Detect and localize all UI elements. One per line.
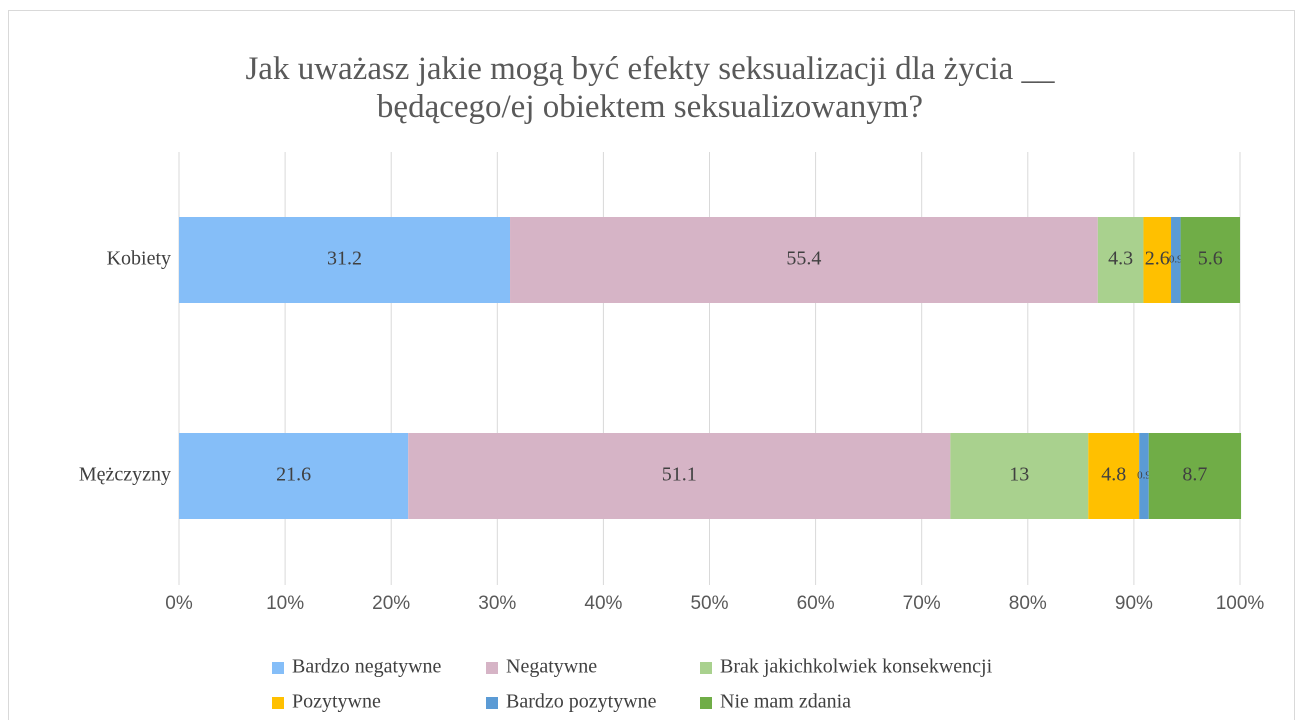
x-tick-label: 100% — [1216, 593, 1265, 614]
bar-segment — [510, 217, 1098, 303]
bar-segment — [408, 433, 951, 519]
x-tick-label: 30% — [478, 593, 516, 614]
y-tick-label: Mężczyzny — [79, 464, 171, 486]
legend-label: Pozytywne — [292, 691, 381, 713]
bar-segment — [1139, 433, 1149, 519]
bar-segment — [1148, 433, 1242, 519]
y-tick-label: Kobiety — [107, 248, 171, 270]
data-label: 31.2 — [327, 248, 362, 270]
legend-label: Brak jakichkolwiek konsekwencji — [720, 656, 993, 678]
legend-swatch — [700, 662, 712, 674]
x-tick-label: 0% — [165, 593, 193, 614]
legend-swatch — [272, 697, 284, 709]
data-label: 8.7 — [1182, 464, 1207, 486]
legend-swatch — [272, 662, 284, 674]
x-tick-label: 20% — [372, 593, 410, 614]
data-label: 21.6 — [276, 464, 311, 486]
data-label: 5.6 — [1198, 248, 1223, 270]
bar-segment — [179, 433, 409, 519]
x-tick-label: 80% — [1009, 593, 1047, 614]
x-tick-label: 60% — [797, 593, 835, 614]
legend-label: Negatywne — [506, 656, 597, 678]
bar-segment — [1171, 217, 1181, 303]
legend-swatch — [486, 697, 498, 709]
bar-segment — [1097, 217, 1144, 303]
legend-swatch — [486, 662, 498, 674]
x-tick-label: 50% — [690, 593, 728, 614]
bar-segment — [1143, 217, 1172, 303]
data-label: 2.6 — [1145, 248, 1170, 270]
legend-label: Nie mam zdania — [720, 691, 851, 713]
data-label: 55.4 — [786, 248, 821, 270]
bar-segment — [1088, 433, 1140, 519]
x-tick-label: 90% — [1115, 593, 1153, 614]
x-tick-label: 40% — [584, 593, 622, 614]
chart-title: Jak uważasz jakie mogą być efekty seksua… — [245, 51, 1055, 125]
data-label: 51.1 — [662, 464, 697, 486]
data-label: 4.8 — [1101, 464, 1126, 486]
bar-segment — [1180, 217, 1240, 303]
data-label: 0.9 — [1137, 470, 1151, 482]
legend-label: Bardzo negatywne — [292, 656, 442, 678]
x-tick-label: 10% — [266, 593, 304, 614]
bar-segment — [179, 217, 511, 303]
legend-swatch — [700, 697, 712, 709]
data-label: 4.3 — [1108, 248, 1133, 270]
x-tick-label: 70% — [903, 593, 941, 614]
data-label: 0.9 — [1169, 254, 1183, 266]
data-label: 13 — [1009, 464, 1029, 486]
legend-label: Bardzo pozytywne — [506, 691, 657, 713]
bar-segment — [950, 433, 1089, 519]
